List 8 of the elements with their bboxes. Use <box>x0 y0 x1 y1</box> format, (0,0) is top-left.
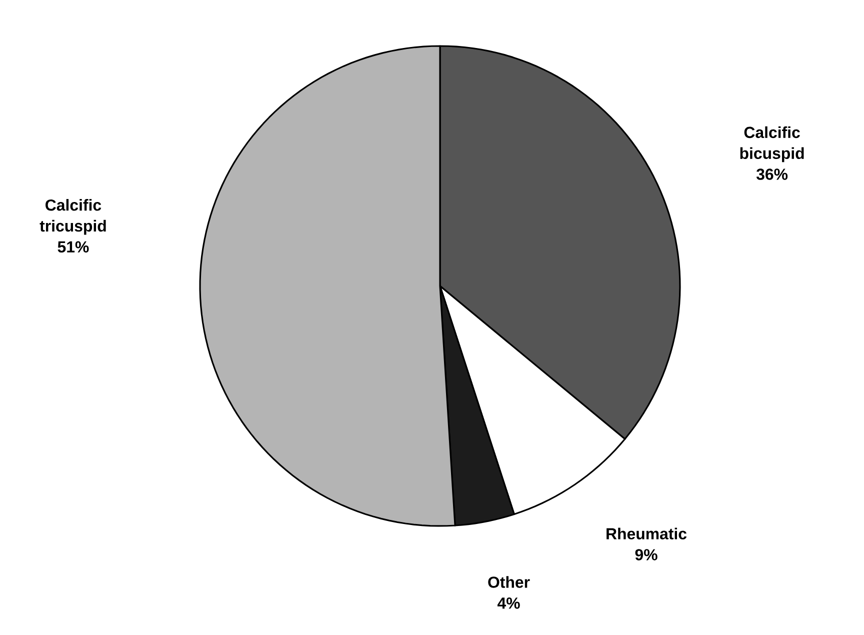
slice-label: Calcific bicuspid <box>740 126 804 162</box>
data-label: 9% <box>635 549 658 560</box>
slice-label: Calcific tricuspid <box>40 199 106 235</box>
data-label: 36% <box>756 168 788 180</box>
data-label: 4% <box>497 598 520 609</box>
slice-label: Other <box>488 576 530 588</box>
data-label: 51% <box>58 241 89 253</box>
slice-label: Rheumatic <box>606 528 687 540</box>
